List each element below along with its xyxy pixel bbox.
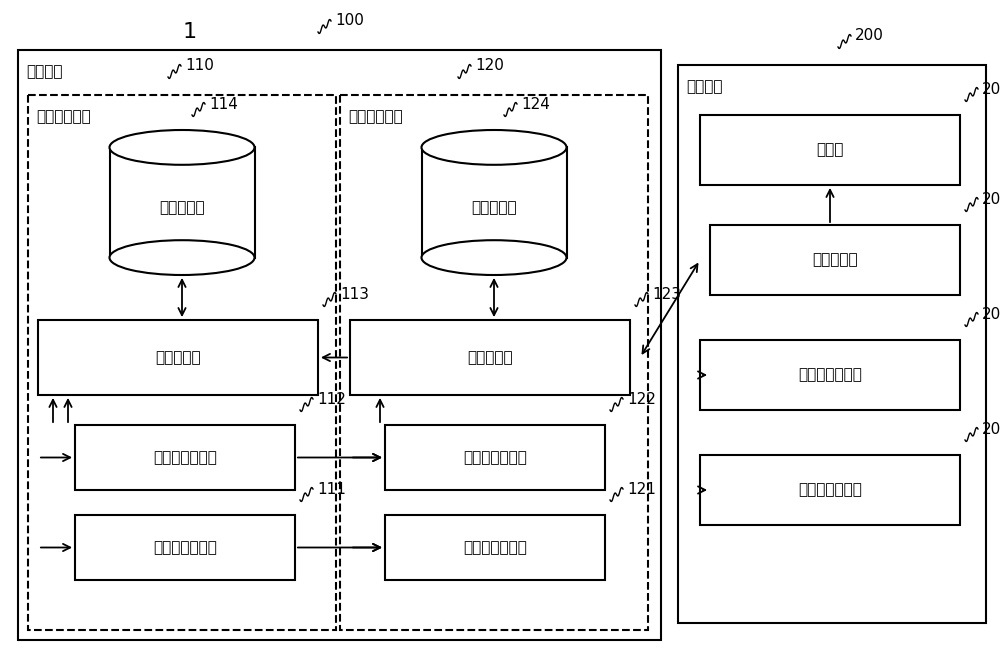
Bar	[385, 425, 605, 490]
Text: 通信装置: 通信装置	[26, 64, 62, 79]
Text: 第一通信单元: 第一通信单元	[36, 109, 91, 124]
Bar	[28, 95, 336, 630]
Text: 第一控制部: 第一控制部	[155, 350, 201, 365]
Text: 第一存储部: 第一存储部	[159, 201, 205, 215]
Text: 200: 200	[855, 28, 884, 43]
Text: 第二有线通信部: 第二有线通信部	[463, 450, 527, 465]
Bar	[385, 515, 605, 580]
Bar	[700, 115, 960, 185]
Text: 第二存储部: 第二存储部	[471, 201, 517, 215]
Text: 123: 123	[652, 287, 681, 302]
Text: 202: 202	[982, 307, 1000, 322]
Text: 第二无线通信部: 第二无线通信部	[798, 368, 862, 383]
Ellipse shape	[422, 130, 566, 165]
Text: 第一无线通信部: 第一无线通信部	[798, 482, 862, 497]
Text: 控制部: 控制部	[816, 143, 844, 158]
Bar	[75, 425, 295, 490]
Bar	[700, 340, 960, 410]
Text: 124: 124	[521, 97, 550, 112]
Text: 203: 203	[982, 192, 1000, 207]
Text: 120: 120	[475, 58, 504, 73]
Bar	[110, 147, 254, 258]
Text: 110: 110	[185, 58, 214, 73]
Bar	[422, 147, 566, 258]
Text: 111: 111	[317, 482, 346, 497]
Text: 1: 1	[183, 22, 197, 42]
Bar	[350, 320, 630, 395]
Text: 第一无线通信部: 第一无线通信部	[153, 540, 217, 555]
Ellipse shape	[110, 130, 254, 165]
Bar	[678, 65, 986, 623]
Text: 有线通信部: 有线通信部	[812, 253, 858, 268]
Text: 122: 122	[627, 392, 656, 407]
Bar	[710, 225, 960, 295]
Text: 100: 100	[335, 13, 364, 28]
Bar	[75, 515, 295, 580]
Text: 113: 113	[340, 287, 369, 302]
Text: 201: 201	[982, 422, 1000, 437]
Ellipse shape	[110, 240, 254, 275]
Text: 第二通信单元: 第二通信单元	[348, 109, 403, 124]
Bar	[18, 50, 661, 640]
Text: 112: 112	[317, 392, 346, 407]
Text: 第二无线通信部: 第二无线通信部	[463, 540, 527, 555]
Bar	[700, 455, 960, 525]
Text: 121: 121	[627, 482, 656, 497]
Text: 114: 114	[209, 97, 238, 112]
Text: 第二控制部: 第二控制部	[467, 350, 513, 365]
Ellipse shape	[422, 240, 566, 275]
Text: 204: 204	[982, 82, 1000, 97]
Text: 控制装置: 控制装置	[686, 79, 722, 94]
Bar	[340, 95, 648, 630]
Text: 第一有线通信部: 第一有线通信部	[153, 450, 217, 465]
Bar	[38, 320, 318, 395]
